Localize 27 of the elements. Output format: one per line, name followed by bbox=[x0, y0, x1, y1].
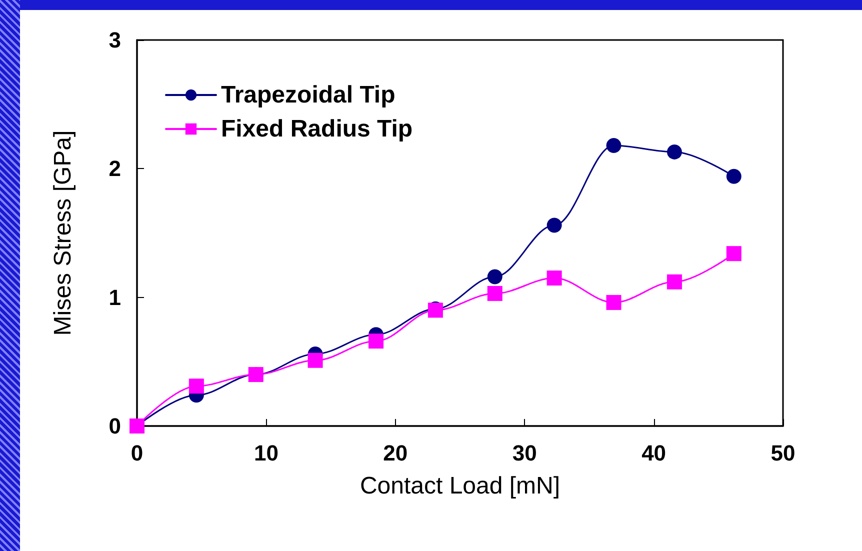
point bbox=[546, 270, 562, 286]
y-tick-label: 0 bbox=[108, 414, 121, 438]
legend-label: Trapezoidal Tip bbox=[221, 82, 396, 108]
point bbox=[188, 378, 204, 394]
point bbox=[726, 246, 742, 262]
x-tick-label: 20 bbox=[383, 440, 408, 466]
legend-label: Fixed Radius Tip bbox=[221, 116, 413, 142]
y-tick-label: 1 bbox=[108, 284, 121, 310]
point bbox=[308, 352, 323, 368]
point bbox=[487, 286, 502, 301]
point bbox=[606, 138, 622, 153]
x-tick-label: 30 bbox=[512, 440, 537, 466]
point bbox=[546, 218, 562, 233]
y-tick-label: 3 bbox=[108, 28, 121, 52]
x-tick-label: 50 bbox=[770, 440, 796, 466]
point bbox=[606, 294, 622, 310]
x-tick-label: 40 bbox=[642, 440, 666, 466]
point bbox=[368, 334, 384, 349]
point bbox=[666, 144, 682, 160]
point bbox=[726, 168, 742, 184]
x-tick-label: 10 bbox=[254, 440, 278, 466]
y-axis-title: Mises Stress [GPa] bbox=[50, 130, 76, 336]
point bbox=[487, 269, 502, 284]
y-tick-label: 2 bbox=[108, 156, 121, 182]
x-axis-title: Contact Load [mN] bbox=[360, 472, 560, 500]
point bbox=[666, 274, 682, 290]
x-tick-label: 0 bbox=[130, 440, 144, 466]
